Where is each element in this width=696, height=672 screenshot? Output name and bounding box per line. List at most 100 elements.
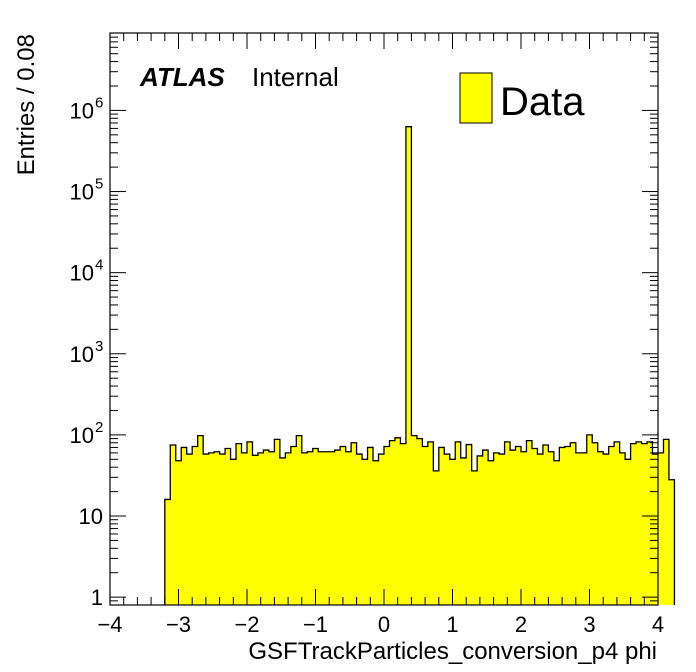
histogram-bar [521, 451, 527, 605]
histogram-bar [647, 441, 653, 605]
histogram-bar [252, 455, 259, 605]
histogram-bar [362, 459, 368, 605]
histogram-bar [444, 454, 451, 605]
histogram-bar [312, 448, 319, 605]
histogram-bar [488, 460, 494, 605]
axis-ticks [109, 32, 659, 606]
histogram-bar [373, 460, 379, 605]
histogram-bar [356, 454, 363, 605]
histogram-bar [482, 450, 489, 605]
histogram-bar [608, 446, 615, 605]
y-tick-exponent: 6 [95, 94, 103, 111]
histogram-bar [257, 452, 264, 605]
x-axis-title: GSFTrackParticles_conversion_p4 phi [248, 638, 657, 665]
histogram-bar [192, 446, 198, 605]
x-tick-labels: −4 −3 −2 −1 0 1 2 3 4 [97, 612, 664, 637]
histogram-bar [340, 446, 346, 605]
x-tick-label: 1 [446, 612, 458, 637]
y-tick-label: 10 [70, 180, 94, 205]
histogram-bar [668, 479, 675, 605]
histogram-bar [537, 454, 544, 605]
histogram-bar [329, 451, 335, 605]
histogram-bar [581, 452, 588, 605]
histogram-bars [164, 126, 675, 605]
histogram-bar [236, 443, 242, 605]
histogram-bar [455, 441, 462, 605]
histogram-bar [548, 451, 555, 605]
y-axis-title: Entries / 0.08 [13, 34, 40, 175]
histogram-bar [416, 438, 423, 605]
histogram-outline [164, 126, 676, 605]
status-label: Internal [252, 62, 339, 92]
histogram-bar [389, 440, 396, 605]
histogram-bar [433, 470, 440, 605]
histogram-bar [164, 499, 171, 605]
histogram-bar [405, 126, 412, 605]
histogram-bar [203, 454, 209, 605]
histogram-bar [301, 452, 308, 605]
histogram-bar [636, 441, 642, 605]
histogram-bar [652, 454, 659, 605]
histogram-bar [597, 451, 604, 605]
histogram-bar [279, 457, 286, 605]
x-tick-label: −4 [97, 612, 122, 637]
histogram-bar [197, 435, 204, 605]
atlas-label: ATLAS [139, 62, 225, 92]
legend-label-data: Data [500, 80, 585, 124]
histogram-bar [296, 435, 303, 605]
y-tick-label: 10 [70, 423, 94, 448]
histogram-bar [559, 447, 566, 605]
histogram-bar [586, 434, 593, 605]
histogram-bar [564, 446, 571, 605]
histogram-bar [214, 451, 220, 605]
legend: Data [459, 72, 585, 124]
histogram-bar [186, 454, 193, 605]
histogram-bar [553, 460, 560, 605]
histogram-bar [400, 443, 407, 605]
histogram-bar [394, 437, 401, 605]
histogram-bar [422, 446, 429, 605]
histogram-bar [323, 451, 330, 605]
y-tick-label: 10 [79, 504, 103, 529]
y-tick-exponent: 4 [95, 257, 103, 274]
histogram-bar [225, 448, 231, 605]
histogram-bar [542, 445, 549, 605]
histogram-bar [630, 443, 637, 605]
histogram-bar [367, 447, 374, 605]
histogram-bar [619, 452, 626, 605]
histogram-bar [510, 450, 516, 605]
legend-swatch-data [459, 72, 493, 124]
histogram-bar [230, 459, 237, 605]
histogram-bar [351, 442, 357, 605]
histogram-bar [411, 435, 418, 605]
histogram-bar [208, 452, 215, 605]
histogram-bar [641, 443, 648, 605]
x-tick-label: −3 [166, 612, 191, 637]
x-tick-label: −2 [234, 612, 259, 637]
histogram-bar [531, 448, 538, 605]
histogram-bar [268, 451, 275, 605]
histogram-bar [526, 440, 533, 605]
histogram-bar [307, 451, 314, 605]
x-tick-label: 4 [652, 612, 664, 637]
y-tick-exponent: 2 [95, 419, 103, 436]
histogram-bar [625, 459, 631, 605]
histogram-bar [318, 451, 325, 605]
y-tick-label: 10 [70, 98, 94, 123]
y-tick-label: 10 [70, 342, 94, 367]
histogram-bar [427, 441, 434, 605]
histogram-bar [274, 439, 281, 605]
y-tick-exponent: 5 [95, 176, 103, 193]
histogram-bar [471, 470, 478, 605]
histogram-bar [663, 439, 670, 605]
histogram-bar [384, 446, 390, 605]
histogram-bar [181, 447, 188, 605]
histogram-bar [170, 445, 177, 605]
histogram-bar [290, 446, 297, 605]
x-tick-label: −1 [303, 612, 328, 637]
x-tick-label: 3 [583, 612, 595, 637]
histogram-bar [175, 460, 182, 605]
histogram-bar [477, 455, 483, 605]
